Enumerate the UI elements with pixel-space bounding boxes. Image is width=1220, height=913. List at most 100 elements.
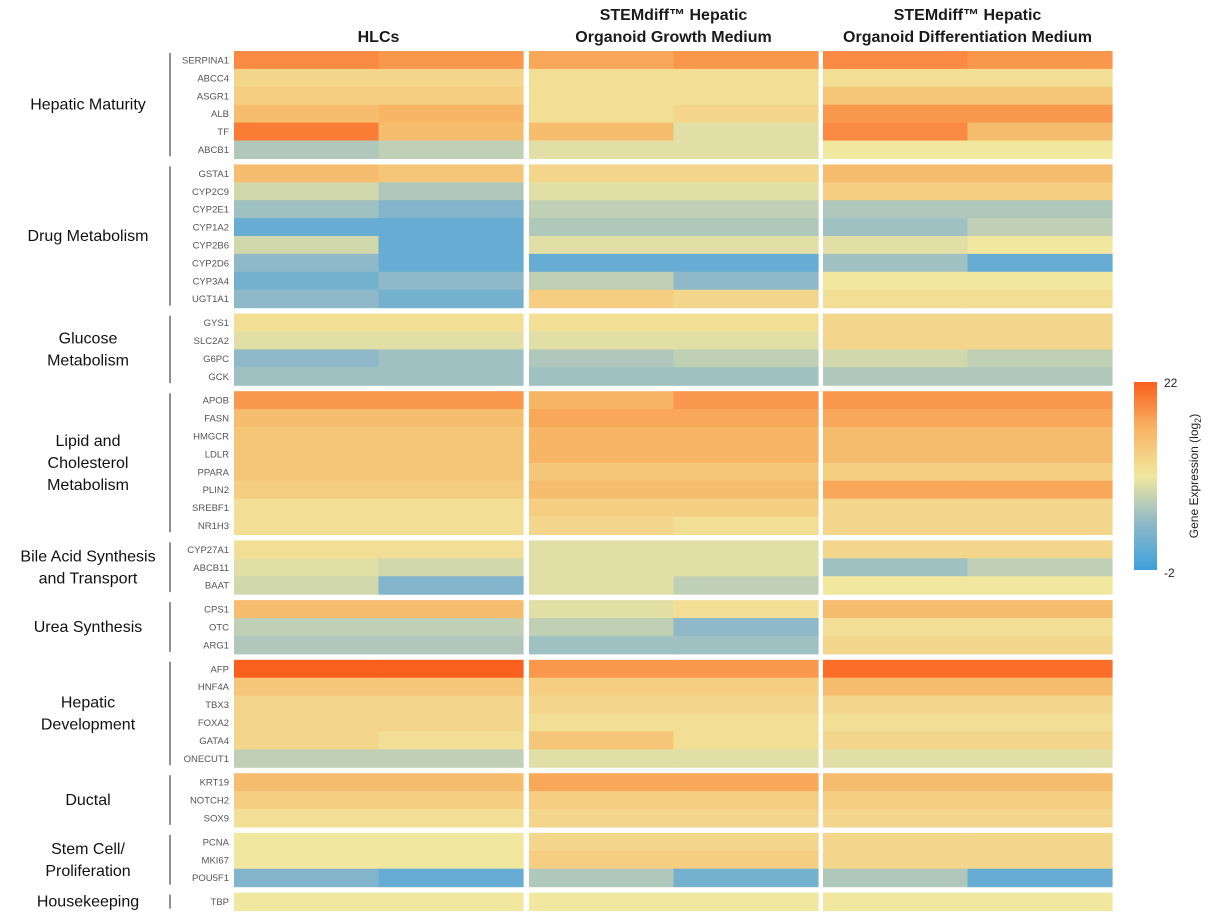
cell-tbx3-c3-s1 (823, 695, 969, 715)
cell-gata4-c3-s2 (967, 731, 1113, 750)
cell-tbp-c2-s1 (529, 892, 675, 912)
cell-g6pc-c1-s1 (234, 349, 380, 368)
gene-label-cyp2c9: CYP2C9 (192, 187, 229, 198)
group-label-7-line-2: Development (41, 717, 136, 734)
cell-serpina1-c3-s1 (823, 51, 969, 70)
cell-baat-c1-s1 (234, 576, 380, 595)
cell-afp-c2-s1 (529, 659, 675, 679)
cell-serpina1-c3-s2 (967, 51, 1113, 70)
cell-serpina1-c2-s1 (529, 51, 675, 70)
cell-otc-c3-s1 (823, 618, 969, 637)
cell-plin2-c3-s1 (823, 480, 969, 500)
column-title-3-line-1: STEMdiff™ Hepatic (894, 7, 1042, 24)
cell-g6pc-c2-s2 (673, 349, 819, 368)
cell-arg1-c3-s1 (823, 635, 969, 655)
cell-gata4-c2-s2 (673, 731, 819, 750)
cell-asgr1-c3-s1 (823, 86, 969, 106)
cell-sox9-c1-s2 (378, 809, 524, 828)
cell-apob-c3-s2 (967, 391, 1113, 410)
gene-label-abcc4: ABCC4 (197, 73, 229, 84)
cell-ugt1a1-c3-s2 (967, 289, 1113, 309)
gene-label-otc: OTC (209, 622, 229, 633)
gene-label-ldlr: LDLR (205, 449, 229, 460)
cell-tf-c1-s2 (378, 122, 524, 142)
cell-nr1h3-c1-s2 (378, 516, 524, 535)
cell-foxa2-c3-s1 (823, 713, 969, 732)
cell-sox9-c2-s1 (529, 809, 675, 828)
cell-abcb1-c1-s2 (378, 140, 524, 159)
colorbar-title-close: ) (1187, 414, 1201, 418)
cell-gys1-c1-s2 (378, 313, 524, 333)
cell-cyp2d6-c1-s1 (234, 253, 380, 273)
cell-ldlr-c3-s2 (967, 444, 1113, 464)
colorbar-gradient (1134, 382, 1157, 570)
cell-tbp-c3-s1 (823, 892, 969, 912)
cell-fasn-c3-s1 (823, 409, 969, 428)
cell-krt19-c1-s2 (378, 773, 524, 792)
cell-cyp2b6-c1-s1 (234, 236, 380, 255)
cell-cyp2b6-c3-s1 (823, 236, 969, 255)
cell-otc-c2-s1 (529, 618, 675, 637)
colorbar-title-main: Gene Expression (log (1187, 423, 1201, 538)
cell-pcna-c3-s1 (823, 832, 969, 852)
cell-ugt1a1-c1-s2 (378, 289, 524, 309)
gene-label-tf: TF (217, 127, 229, 138)
cell-cyp2c9-c3-s2 (967, 182, 1113, 201)
cell-notch2-c1-s2 (378, 791, 524, 810)
cell-cyp2c9-c3-s1 (823, 182, 969, 201)
cell-notch2-c2-s1 (529, 791, 675, 810)
gene-label-asgr1: ASGR1 (197, 91, 229, 102)
cell-notch2-c1-s1 (234, 791, 380, 810)
gene-label-onecut1: ONECUT1 (184, 754, 229, 765)
cell-hmgcr-c1-s1 (234, 427, 380, 446)
colorbar-min-label: -2 (1164, 566, 1175, 580)
cell-ppara-c3-s2 (967, 462, 1113, 482)
gene-label-srebf1: SREBF1 (192, 503, 229, 514)
cell-plin2-c2-s1 (529, 480, 675, 500)
cell-afp-c3-s2 (967, 659, 1113, 679)
cell-asgr1-c2-s2 (673, 86, 819, 106)
gene-label-cyp1a2: CYP1A2 (193, 223, 229, 234)
cell-srebf1-c1-s1 (234, 498, 380, 518)
cell-ugt1a1-c2-s2 (673, 289, 819, 309)
cell-gck-c1-s2 (378, 367, 524, 386)
cell-cyp2d6-c2-s2 (673, 253, 819, 273)
cell-gata4-c2-s1 (529, 731, 675, 750)
cell-cyp2d6-c2-s1 (529, 253, 675, 273)
cell-plin2-c3-s2 (967, 480, 1113, 500)
cell-g6pc-c3-s1 (823, 349, 969, 368)
cell-gck-c2-s1 (529, 367, 675, 386)
cell-cyp2b6-c1-s2 (378, 236, 524, 255)
cell-abcc4-c3-s2 (967, 68, 1113, 88)
cell-hnf4a-c2-s1 (529, 677, 675, 697)
cell-ppara-c2-s2 (673, 462, 819, 482)
cell-hnf4a-c3-s1 (823, 677, 969, 697)
cell-mki67-c1-s1 (234, 850, 380, 870)
gene-label-abcb1: ABCB1 (198, 145, 229, 156)
cell-hnf4a-c1-s1 (234, 677, 380, 697)
cell-pcna-c2-s1 (529, 832, 675, 852)
cell-abcb11-c1-s2 (378, 558, 524, 577)
group-label-1-line-1: Hepatic Maturity (30, 97, 146, 114)
cell-cps1-c3-s1 (823, 600, 969, 619)
cell-otc-c2-s2 (673, 618, 819, 637)
cell-ldlr-c2-s2 (673, 444, 819, 464)
cell-cps1-c3-s2 (967, 600, 1113, 619)
cell-hnf4a-c3-s2 (967, 677, 1113, 697)
cell-cyp27a1-c3-s2 (967, 540, 1113, 559)
gene-label-tbx3: TBX3 (205, 700, 229, 711)
cell-gsta1-c3-s1 (823, 164, 969, 183)
cell-nr1h3-c3-s2 (967, 516, 1113, 535)
cell-abcb11-c2-s1 (529, 558, 675, 577)
cell-apob-c1-s1 (234, 391, 380, 410)
cell-cyp1a2-c2-s2 (673, 218, 819, 237)
cell-asgr1-c1-s1 (234, 86, 380, 106)
cell-tbp-c1-s1 (234, 892, 380, 912)
cell-afp-c1-s2 (378, 659, 524, 679)
cell-cyp2e1-c1-s2 (378, 200, 524, 219)
group-label-4-line-1: Lipid and (56, 433, 121, 450)
cell-pou5f1-c3-s2 (967, 868, 1113, 888)
gene-label-serpina1: SERPINA1 (182, 55, 229, 66)
cell-cyp3a4-c1-s2 (378, 271, 524, 291)
cell-mki67-c2-s2 (673, 850, 819, 870)
